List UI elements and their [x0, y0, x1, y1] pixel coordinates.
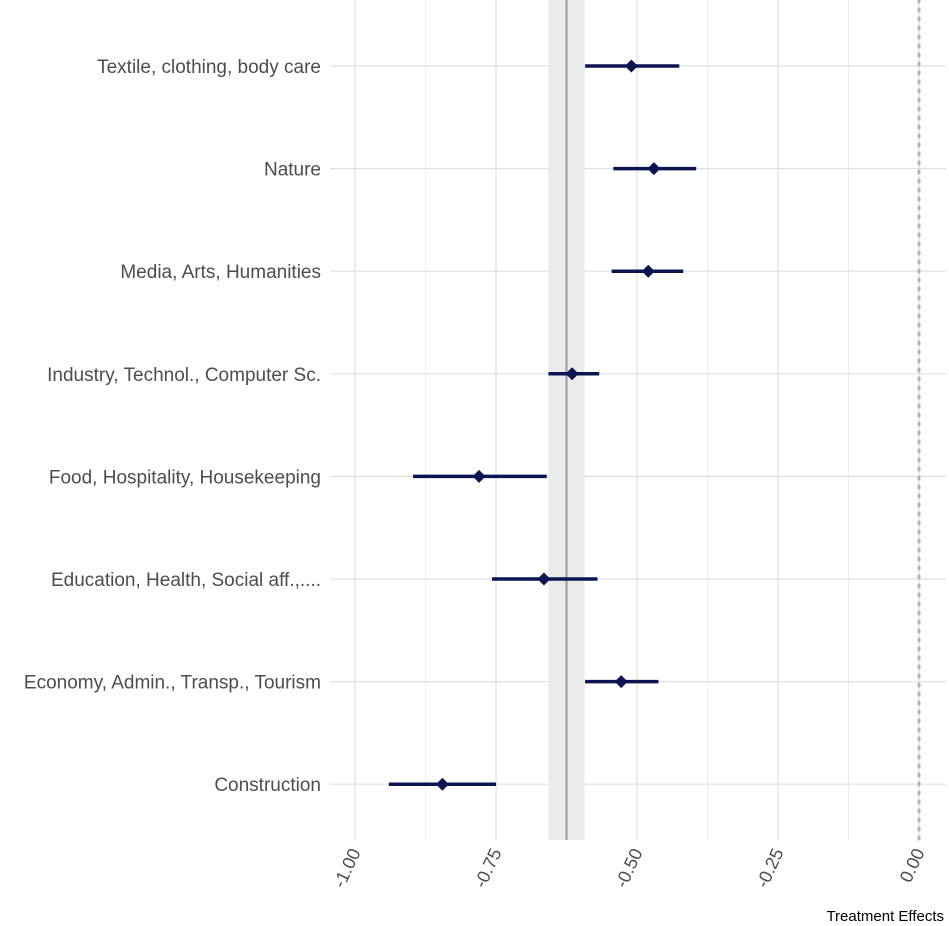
- category-label: Textile, clothing, body care: [97, 57, 321, 78]
- category-label: Nature: [264, 160, 321, 181]
- estimate-point: [472, 469, 486, 483]
- x-axis-title: Treatment Effects: [826, 908, 944, 925]
- x-tick-label: -0.50: [611, 845, 646, 891]
- x-tick-label: -0.25: [752, 845, 787, 891]
- x-tick-label: -1.00: [329, 845, 364, 891]
- category-label: Construction: [214, 775, 321, 796]
- estimate-point: [641, 264, 655, 278]
- x-tick-labels: -1.00 -0.75 -0.50 -0.25 0.00: [329, 845, 928, 891]
- estimate-point: [435, 777, 449, 791]
- x-tick-label: 0.00: [896, 845, 929, 885]
- category-label: Economy, Admin., Transp., Tourism: [24, 673, 321, 694]
- estimate-point: [624, 59, 638, 73]
- overall-estimate-band: [548, 0, 585, 840]
- category-label: Education, Health, Social aff.,....: [51, 570, 321, 591]
- estimate-point: [537, 572, 551, 586]
- category-label: Industry, Technol., Computer Sc.: [47, 365, 321, 386]
- estimates: [388, 59, 697, 791]
- estimate-point: [565, 367, 579, 381]
- category-labels: Textile, clothing, body care Nature Media,…: [24, 57, 321, 796]
- category-label: Food, Hospitality, Housekeeping: [49, 467, 321, 488]
- estimate-point: [614, 675, 628, 689]
- x-tick-label: -0.75: [470, 845, 505, 891]
- grid: [330, 0, 946, 840]
- estimate-point: [647, 162, 661, 176]
- category-label: Media, Arts, Humanities: [120, 262, 321, 283]
